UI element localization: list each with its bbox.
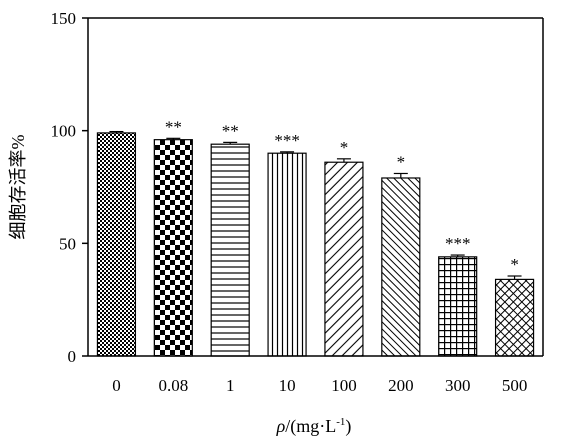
significance-label-200: * [397, 152, 406, 171]
y-tick-label-100: 100 [51, 122, 77, 141]
significance-label-10: *** [274, 131, 300, 150]
x-tick-label-10: 10 [279, 376, 296, 395]
x-tick-label-500: 500 [502, 376, 528, 395]
y-axis-label: 细胞存活率% [8, 135, 28, 240]
x-tick-label-0: 0 [112, 376, 121, 395]
y-tick-label-0: 0 [68, 347, 77, 366]
x-axis-label-close: ) [345, 416, 351, 437]
x-tick-label-0.08: 0.08 [158, 376, 188, 395]
bar-0 [96, 132, 137, 357]
plot-area: ** ** *** ****** [96, 117, 535, 357]
bar-0.08 [153, 139, 193, 357]
x-axis-label: ρ/(mg·L-1) [276, 416, 352, 437]
bar-10 [267, 152, 307, 357]
x-axis-label-rho: ρ [276, 416, 286, 436]
y-tick-label-50: 50 [59, 234, 76, 253]
bar-500 [494, 278, 535, 357]
x-tick-label-100: 100 [331, 376, 357, 395]
bar-100 [324, 161, 364, 357]
significance-label-0.08: ** [165, 117, 182, 136]
bar-300 [438, 256, 478, 357]
significance-label-1: ** [222, 121, 239, 140]
x-axis-label-unit: /(mg·L [285, 416, 336, 437]
y-ticks: 0 50 100 150 [51, 9, 88, 366]
y-tick-label-150: 150 [51, 9, 77, 28]
significance-label-300: *** [445, 234, 471, 253]
significance-label-500: * [510, 255, 519, 274]
x-tick-label-300: 300 [445, 376, 471, 395]
x-tick-labels: 0 0.08 1 10 100 200 300 500 [112, 376, 527, 395]
x-tick-label-1: 1 [226, 376, 235, 395]
x-tick-label-200: 200 [388, 376, 414, 395]
significance-label-100: * [340, 138, 349, 157]
bar-200 [381, 177, 421, 357]
x-axis-label-sup: -1 [336, 416, 345, 428]
bar-1 [210, 143, 250, 357]
